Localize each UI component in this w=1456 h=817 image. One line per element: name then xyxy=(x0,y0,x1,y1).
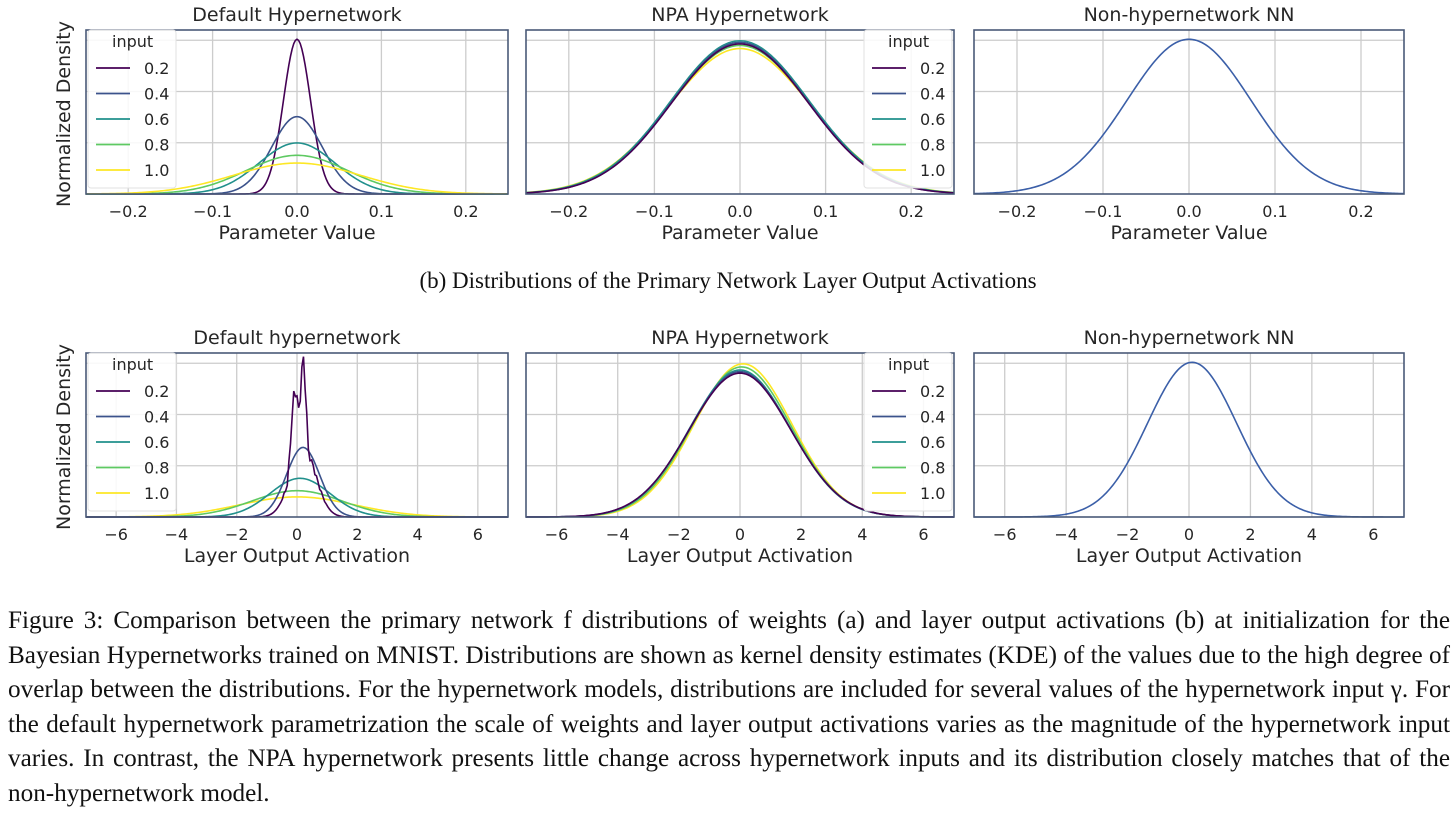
x-tick-label: 0.2 xyxy=(453,202,478,221)
legend-label-0-8: 0.8 xyxy=(920,136,945,155)
chart-title: Default Hypernetwork xyxy=(192,4,401,26)
legend-label-0-8: 0.8 xyxy=(144,459,169,478)
x-tick-label: −2 xyxy=(667,525,691,544)
legend-label-0-2: 0.2 xyxy=(920,59,945,78)
x-tick-label: 0.2 xyxy=(1348,202,1373,221)
legend-title: input xyxy=(112,355,153,374)
x-tick-label: 0.0 xyxy=(727,202,752,221)
figure-panels: −0.2 −0.1 0.0 0.1 0.2 Default Hypernetwork Par… xyxy=(53,4,1405,567)
axes-frame xyxy=(973,352,1405,518)
legend-label-0-8: 0.8 xyxy=(920,459,945,478)
x-tick-label: 4 xyxy=(412,525,422,544)
x-tick-label: 0 xyxy=(735,525,745,544)
legend-label-1-0: 1.0 xyxy=(144,161,169,180)
x-tick-label: 2 xyxy=(352,525,362,544)
x-axis-label: Layer Output Activation xyxy=(627,545,853,567)
chart-title: Non-hypernetwork NN xyxy=(1084,4,1295,26)
x-tick-label: −2 xyxy=(225,525,249,544)
x-tick-label: 4 xyxy=(857,525,867,544)
chart-panel-3: −0.2 −0.1 0.0 0.1 0.2 Non-hypernetwork NN Para… xyxy=(973,4,1405,244)
chart-title: Default hypernetwork xyxy=(193,327,400,349)
axes-frame xyxy=(973,29,1405,195)
x-tick-label: −0.2 xyxy=(998,202,1037,221)
axes-frame xyxy=(525,29,955,195)
x-axis-label: Layer Output Activation xyxy=(184,545,410,567)
chart-panel-4: −6 −4 −2 0 2 4 6 Default hypernetwork Layer Outp… xyxy=(53,327,509,567)
series-line xyxy=(86,154,508,195)
legend-label-0-8: 0.8 xyxy=(144,136,169,155)
x-tick-label: −4 xyxy=(1054,525,1078,544)
chart-title: Non-hypernetwork NN xyxy=(1084,327,1295,349)
legend-title: input xyxy=(888,355,929,374)
legend-label-0-6: 0.6 xyxy=(920,110,945,129)
x-tick-label: −6 xyxy=(104,525,128,544)
series-line xyxy=(85,162,509,195)
x-tick-label: −2 xyxy=(1116,525,1140,544)
x-tick-label: 0.1 xyxy=(813,202,838,221)
x-tick-label: −4 xyxy=(606,525,630,544)
x-tick-label: −6 xyxy=(993,525,1017,544)
y-axis-label: Normalized Density xyxy=(53,21,75,207)
legend-box xyxy=(87,29,177,189)
legend-label-0-6: 0.6 xyxy=(144,433,169,452)
x-tick-label: −0.2 xyxy=(549,202,588,221)
axes-frame xyxy=(525,352,955,518)
legend-label-0-2: 0.2 xyxy=(920,382,945,401)
legend-title: input xyxy=(112,32,153,51)
legend-label-0-4: 0.4 xyxy=(920,85,945,104)
x-tick-label: 2 xyxy=(1245,525,1255,544)
legend-box xyxy=(863,29,953,189)
chart-title: NPA Hypernetwork xyxy=(651,4,828,26)
x-tick-label: 6 xyxy=(918,525,928,544)
legend-label-0-6: 0.6 xyxy=(920,433,945,452)
series-line xyxy=(526,372,954,518)
x-tick-label: −0.1 xyxy=(193,202,232,221)
x-tick-label: 0.0 xyxy=(1176,202,1201,221)
legend-label-0-4: 0.4 xyxy=(920,408,945,427)
chart-panel-6: −6 −4 −2 0 2 4 6 Non-hypernetwork NN Layer Outpu… xyxy=(973,327,1405,567)
x-tick-label: 0.1 xyxy=(369,202,394,221)
chart-title: NPA Hypernetwork xyxy=(651,327,828,349)
legend-label-1-0: 1.0 xyxy=(920,161,945,180)
x-tick-label: −0.1 xyxy=(1084,202,1123,221)
legend-label-1-0: 1.0 xyxy=(920,484,945,503)
y-axis-label: Normalized Density xyxy=(53,344,75,530)
axes-frame xyxy=(85,352,509,518)
x-tick-label: 6 xyxy=(1368,525,1378,544)
x-tick-label: 0.2 xyxy=(898,202,923,221)
chart-panel-2: −0.2 −0.1 0.0 0.1 0.2 NPA Hypernetwork Paramet… xyxy=(525,4,955,244)
x-axis-label: Parameter Value xyxy=(218,222,375,244)
legend-label-0-2: 0.2 xyxy=(144,382,169,401)
x-axis-label: Parameter Value xyxy=(661,222,818,244)
legend-box xyxy=(87,352,177,512)
legend-label-0-4: 0.4 xyxy=(144,408,169,427)
x-tick-label: −4 xyxy=(165,525,189,544)
chart-panel-5: −6 −4 −2 0 2 4 6 NPA Hypernetwork Layer Output A… xyxy=(525,327,955,567)
legend-label-0-6: 0.6 xyxy=(144,110,169,129)
subcaption-b: (b) Distributions of the Primary Network… xyxy=(419,268,1037,293)
x-tick-label: 4 xyxy=(1307,525,1317,544)
x-tick-label: 6 xyxy=(473,525,483,544)
legend-label-0-2: 0.2 xyxy=(144,59,169,78)
x-tick-label: 0 xyxy=(292,525,302,544)
x-tick-label: −0.1 xyxy=(635,202,674,221)
x-axis-label: Layer Output Activation xyxy=(1076,545,1302,567)
legend-label-1-0: 1.0 xyxy=(144,484,169,503)
x-tick-label: 0.0 xyxy=(284,202,309,221)
legend-title: input xyxy=(888,32,929,51)
x-axis-label: Parameter Value xyxy=(1110,222,1267,244)
figure-caption: Figure 3: Comparison between the primary… xyxy=(8,607,1450,807)
x-tick-label: 2 xyxy=(796,525,806,544)
legend-box xyxy=(863,352,953,512)
x-tick-label: 0.1 xyxy=(1262,202,1287,221)
x-tick-label: −0.2 xyxy=(109,202,148,221)
chart-panel-1: −0.2 −0.1 0.0 0.1 0.2 Default Hypernetwork Par… xyxy=(53,4,509,244)
x-tick-label: −6 xyxy=(545,525,569,544)
series-line xyxy=(973,38,1405,195)
axes-frame xyxy=(85,29,509,195)
x-tick-label: 0 xyxy=(1184,525,1194,544)
legend-label-0-4: 0.4 xyxy=(144,85,169,104)
